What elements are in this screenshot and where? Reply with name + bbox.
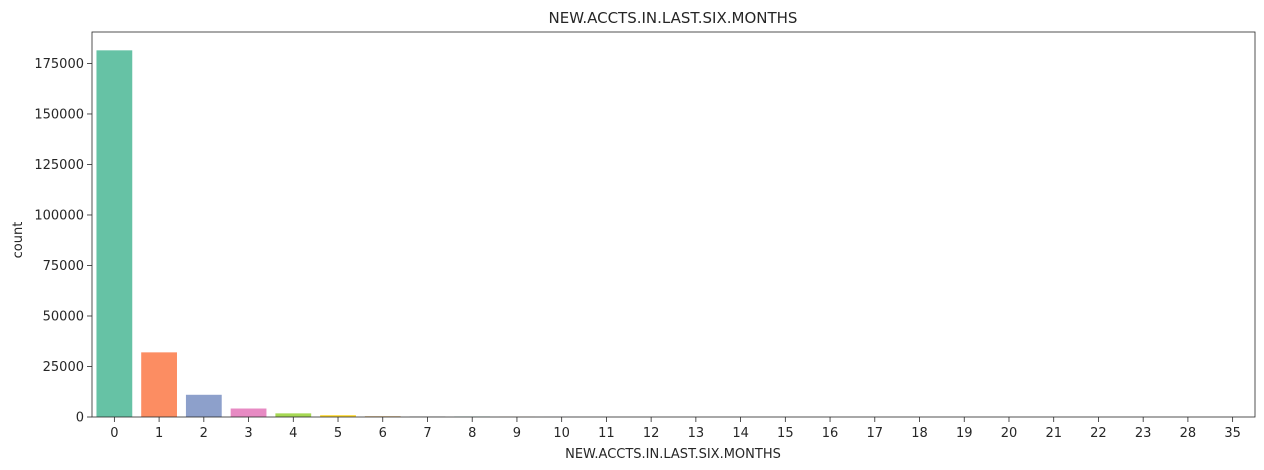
x-tick-label: 0 [110, 426, 118, 441]
x-tick-label: 21 [1045, 426, 1062, 441]
bar-3 [230, 408, 267, 417]
x-tick-label: 8 [468, 426, 476, 441]
x-tick-label: 15 [777, 426, 794, 441]
bar-4 [275, 413, 312, 417]
x-tick-label: 5 [334, 426, 342, 441]
x-tick-label: 2 [200, 426, 208, 441]
x-tick-label: 23 [1135, 426, 1152, 441]
x-tick-label: 1 [155, 426, 163, 441]
y-ticks-group: 0 25000 50000 75000 100000 125000 150000 175000 [34, 57, 92, 426]
x-tick-label: 4 [289, 426, 297, 441]
y-tick-label: 150000 [34, 107, 84, 122]
plot-frame [91, 31, 1256, 418]
bar-0 [96, 50, 133, 417]
y-axis-label: count [11, 222, 26, 259]
x-tick-label: 11 [598, 426, 615, 441]
x-tick-label: 16 [822, 426, 839, 441]
bar-5 [320, 415, 356, 417]
bar-6 [364, 416, 401, 417]
y-tick-label: 25000 [43, 360, 84, 375]
bar-1 [141, 352, 177, 417]
y-tick-label: 125000 [34, 158, 84, 173]
bars-group [96, 50, 1251, 417]
x-tick-label: 28 [1180, 426, 1197, 441]
x-ticks-group: 0 1 2 3 4 5 6 7 8 9 10 11 12 13 14 15 16 17 18 19 20 21 22 23 28… [110, 417, 1241, 441]
x-tick-label: 35 [1224, 426, 1241, 441]
x-tick-label: 7 [423, 426, 431, 441]
x-tick-label: 17 [867, 426, 884, 441]
x-tick-label: 14 [732, 426, 749, 441]
y-tick-label: 100000 [34, 208, 84, 223]
y-tick-label: 50000 [43, 309, 84, 324]
y-tick-label: 175000 [34, 57, 84, 72]
x-tick-label: 22 [1090, 426, 1107, 441]
x-tick-label: 19 [956, 426, 973, 441]
x-tick-label: 12 [643, 426, 660, 441]
x-tick-label: 6 [379, 426, 387, 441]
x-tick-label: 13 [688, 426, 705, 441]
y-tick-label: 0 [76, 411, 84, 426]
x-axis-label: NEW.ACCTS.IN.LAST.SIX.MONTHS [565, 447, 781, 462]
x-tick-label: 10 [553, 426, 570, 441]
x-tick-label: 20 [1001, 426, 1018, 441]
y-tick-label: 75000 [43, 259, 84, 274]
chart-title: NEW.ACCTS.IN.LAST.SIX.MONTHS [549, 9, 798, 27]
x-tick-label: 9 [513, 426, 521, 441]
x-tick-label: 3 [244, 426, 252, 441]
x-tick-label: 18 [911, 426, 928, 441]
bar-2 [185, 394, 222, 417]
